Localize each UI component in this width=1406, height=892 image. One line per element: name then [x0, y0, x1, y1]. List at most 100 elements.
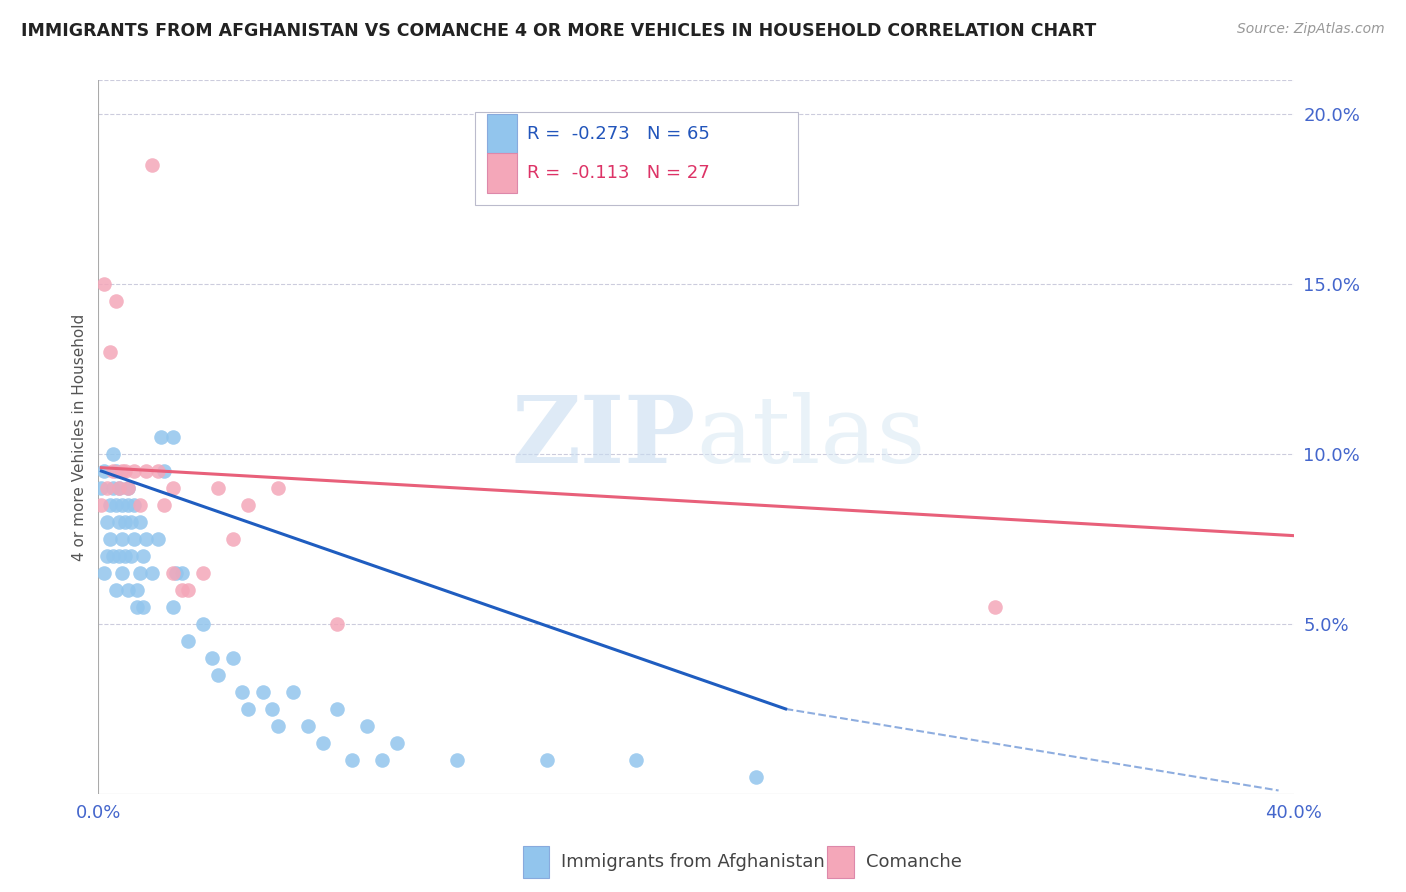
- Point: [745, 770, 768, 784]
- Bar: [523, 846, 548, 878]
- Point: [129, 498, 152, 512]
- Point: [162, 566, 184, 580]
- Point: [127, 599, 149, 614]
- Point: [297, 719, 319, 733]
- Point: [162, 599, 184, 614]
- Text: IMMIGRANTS FROM AFGHANISTAN VS COMANCHE 4 OR MORE VEHICLES IN HOUSEHOLD CORRELAT: IMMIGRANTS FROM AFGHANISTAN VS COMANCHE …: [21, 22, 1097, 40]
- Point: [162, 481, 184, 495]
- Point: [191, 617, 214, 632]
- Text: atlas: atlas: [696, 392, 925, 482]
- Point: [135, 532, 157, 546]
- Point: [165, 566, 187, 580]
- Point: [231, 685, 253, 699]
- Point: [222, 532, 245, 546]
- Point: [281, 685, 304, 699]
- Y-axis label: 4 or more Vehicles in Household: 4 or more Vehicles in Household: [72, 313, 87, 561]
- Point: [105, 582, 128, 597]
- Point: [108, 481, 131, 495]
- Point: [93, 464, 115, 478]
- Bar: [486, 153, 517, 193]
- Point: [114, 464, 136, 478]
- Point: [236, 498, 259, 512]
- Point: [129, 515, 152, 529]
- Point: [114, 549, 136, 563]
- Point: [536, 753, 558, 767]
- Point: [98, 498, 122, 512]
- Point: [108, 515, 131, 529]
- Point: [98, 532, 122, 546]
- Point: [117, 481, 139, 495]
- Point: [103, 447, 125, 461]
- Point: [162, 430, 184, 444]
- Point: [267, 719, 290, 733]
- Point: [236, 702, 259, 716]
- Point: [222, 651, 245, 665]
- Point: [326, 702, 349, 716]
- Text: R =  -0.273   N = 65: R = -0.273 N = 65: [527, 125, 710, 143]
- Point: [148, 464, 170, 478]
- Bar: [475, 112, 797, 205]
- Point: [117, 498, 139, 512]
- Text: Source: ZipAtlas.com: Source: ZipAtlas.com: [1237, 22, 1385, 37]
- Point: [111, 532, 134, 546]
- Point: [103, 549, 125, 563]
- Point: [201, 651, 224, 665]
- Point: [177, 582, 200, 597]
- Point: [311, 736, 333, 750]
- Point: [96, 515, 118, 529]
- Point: [120, 515, 142, 529]
- Point: [111, 464, 134, 478]
- Point: [127, 582, 149, 597]
- Point: [207, 668, 229, 682]
- Point: [267, 481, 290, 495]
- Point: [108, 481, 131, 495]
- Point: [356, 719, 378, 733]
- Point: [135, 464, 157, 478]
- Point: [105, 464, 128, 478]
- Point: [111, 566, 134, 580]
- Text: ZIP: ZIP: [512, 392, 696, 482]
- Point: [108, 549, 131, 563]
- Point: [172, 566, 194, 580]
- Point: [96, 549, 118, 563]
- Point: [626, 753, 648, 767]
- Text: Immigrants from Afghanistan: Immigrants from Afghanistan: [561, 853, 825, 871]
- Point: [207, 481, 229, 495]
- Bar: [827, 846, 853, 878]
- Point: [90, 498, 112, 512]
- Point: [153, 464, 176, 478]
- Point: [90, 481, 112, 495]
- Point: [132, 599, 155, 614]
- Bar: [486, 114, 517, 153]
- Point: [103, 464, 125, 478]
- Point: [96, 481, 118, 495]
- Point: [148, 532, 170, 546]
- Point: [141, 566, 163, 580]
- Point: [111, 498, 134, 512]
- Point: [129, 566, 152, 580]
- Text: R =  -0.113   N = 27: R = -0.113 N = 27: [527, 164, 710, 182]
- Point: [105, 498, 128, 512]
- Point: [252, 685, 274, 699]
- Point: [191, 566, 214, 580]
- Point: [93, 566, 115, 580]
- Point: [172, 582, 194, 597]
- Point: [446, 753, 468, 767]
- Point: [260, 702, 283, 716]
- Text: Comanche: Comanche: [866, 853, 962, 871]
- Point: [124, 464, 146, 478]
- Point: [93, 277, 115, 292]
- Point: [153, 498, 176, 512]
- Point: [132, 549, 155, 563]
- Point: [105, 294, 128, 309]
- Point: [326, 617, 349, 632]
- Point: [98, 345, 122, 359]
- Point: [385, 736, 409, 750]
- Point: [124, 498, 146, 512]
- Point: [371, 753, 394, 767]
- Point: [117, 481, 139, 495]
- Point: [114, 515, 136, 529]
- Point: [120, 549, 142, 563]
- Point: [342, 753, 364, 767]
- Point: [177, 634, 200, 648]
